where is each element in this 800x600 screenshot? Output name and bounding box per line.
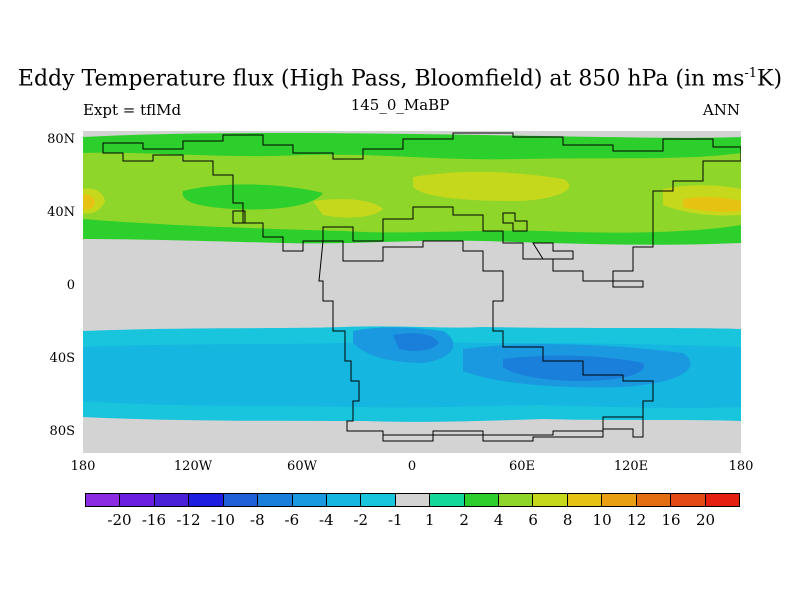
colorbar-swatch [499, 494, 534, 506]
small-island-3 [532, 242, 574, 260]
colorbar-label: 2 [459, 511, 469, 529]
colorbar-label: -12 [176, 511, 201, 529]
colorbar-label: -20 [107, 511, 132, 529]
lon-label-120w: 120W [173, 459, 213, 474]
sh-dark-blue-patch [393, 333, 439, 351]
colorbar-swatch [154, 494, 190, 506]
southern-band [83, 326, 741, 422]
colorbar-label: 6 [528, 511, 538, 529]
colorbar-label: -16 [141, 511, 167, 529]
colorbar-swatch [223, 494, 259, 506]
colorbar-label: -6 [284, 511, 300, 529]
colorbar-swatch [464, 494, 500, 506]
season-label: ANN [702, 101, 740, 119]
nh-green-edge-north [83, 133, 741, 160]
nh-yellow-patch-4 [313, 199, 383, 218]
colorbar-swatch [86, 494, 121, 506]
flux-map [83, 131, 741, 453]
colorbar-label: 8 [562, 511, 573, 529]
lon-label-180w: 180 [70, 459, 96, 474]
colorbar-label: 10 [592, 511, 612, 529]
small-island-4 [612, 280, 644, 288]
colorbar-swatch [258, 494, 293, 506]
colorbar-swatch [602, 494, 637, 506]
colorbar-swatch [361, 494, 396, 506]
colorbar-swatch [705, 494, 740, 506]
colorbar [85, 493, 740, 507]
colorbar-swatch [671, 494, 706, 506]
colorbar-label: -4 [319, 511, 334, 529]
colorbar-swatch [326, 494, 362, 506]
lon-label-0: 0 [407, 459, 417, 474]
lon-label-120e: 120E [613, 459, 649, 474]
colorbar-label: 16 [661, 511, 681, 529]
colorbar-label: -10 [210, 511, 235, 529]
colorbar-label: 20 [695, 511, 716, 529]
small-island-1 [502, 212, 528, 232]
lon-label-180e: 180 [728, 459, 754, 474]
colorbar-swatch [120, 494, 155, 506]
lon-label-60e: 60E [508, 459, 536, 474]
northern-band [83, 133, 741, 245]
lat-label-80n: 80N [47, 132, 75, 147]
colorbar-label: -8 [250, 511, 265, 529]
lon-label-60w: 60W [287, 459, 317, 474]
nh-green-edge-south [83, 219, 741, 245]
lat-label-40n: 40N [47, 205, 75, 220]
antarctic-outline [347, 417, 644, 442]
time-label: 145_0_MaBP [350, 96, 450, 114]
colorbar-label: 12 [627, 511, 647, 529]
colorbar-swatch [567, 494, 603, 506]
nh-yellow-patch-1 [413, 171, 570, 201]
small-island-2 [232, 210, 246, 224]
map-title: Eddy Temperature flux (High Pass, Bloomf… [17, 66, 783, 92]
nh-green-patch-1 [182, 184, 323, 210]
colorbar-label: -2 [353, 511, 369, 529]
colorbar-swatch [395, 494, 431, 506]
colorbar-label: 4 [493, 511, 504, 529]
colorbar-swatch [430, 494, 465, 506]
colorbar-label: -1 [387, 511, 403, 529]
colorbar-swatch [636, 494, 672, 506]
nh-orange-patch-2 [683, 196, 741, 212]
nh-light-green-region [83, 135, 741, 239]
lat-label-40s: 40S [49, 351, 75, 366]
lat-label-80s: 80S [49, 424, 75, 439]
lat-label-0: 0 [66, 278, 75, 293]
experiment-label: Expt = tflMd [83, 101, 182, 119]
colorbar-label: 1 [424, 511, 435, 529]
colorbar-swatch [189, 494, 224, 506]
continent-outlines [102, 132, 741, 442]
colorbar-swatch [533, 494, 568, 506]
nh-orange-patch-1 [83, 194, 95, 210]
colorbar-swatch [292, 494, 327, 506]
